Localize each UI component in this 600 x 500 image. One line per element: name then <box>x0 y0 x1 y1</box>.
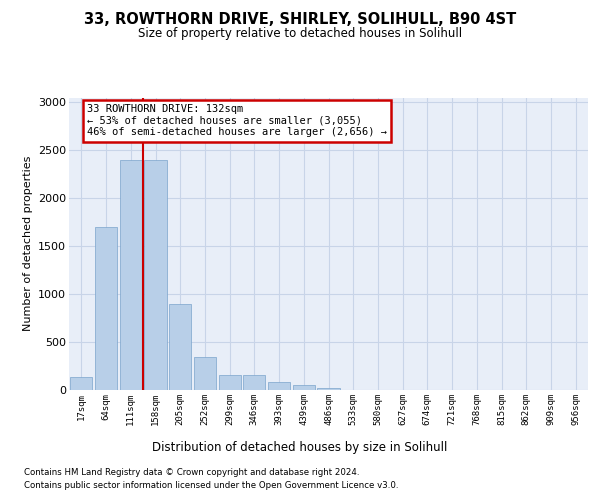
Bar <box>70 376 92 390</box>
Bar <box>293 384 315 390</box>
Y-axis label: Number of detached properties: Number of detached properties <box>23 156 32 332</box>
Text: Distribution of detached houses by size in Solihull: Distribution of detached houses by size … <box>152 441 448 454</box>
Bar <box>243 375 265 390</box>
Text: Contains public sector information licensed under the Open Government Licence v3: Contains public sector information licen… <box>24 480 398 490</box>
Bar <box>194 358 216 390</box>
Text: 33 ROWTHORN DRIVE: 132sqm
← 53% of detached houses are smaller (3,055)
46% of se: 33 ROWTHORN DRIVE: 132sqm ← 53% of detac… <box>87 104 387 138</box>
Bar <box>268 382 290 390</box>
Bar <box>145 160 167 390</box>
Text: Size of property relative to detached houses in Solihull: Size of property relative to detached ho… <box>138 28 462 40</box>
Bar <box>317 388 340 390</box>
Bar <box>218 375 241 390</box>
Bar <box>95 227 117 390</box>
Text: 33, ROWTHORN DRIVE, SHIRLEY, SOLIHULL, B90 4ST: 33, ROWTHORN DRIVE, SHIRLEY, SOLIHULL, B… <box>84 12 516 28</box>
Bar <box>169 304 191 390</box>
Text: Contains HM Land Registry data © Crown copyright and database right 2024.: Contains HM Land Registry data © Crown c… <box>24 468 359 477</box>
Bar <box>119 160 142 390</box>
